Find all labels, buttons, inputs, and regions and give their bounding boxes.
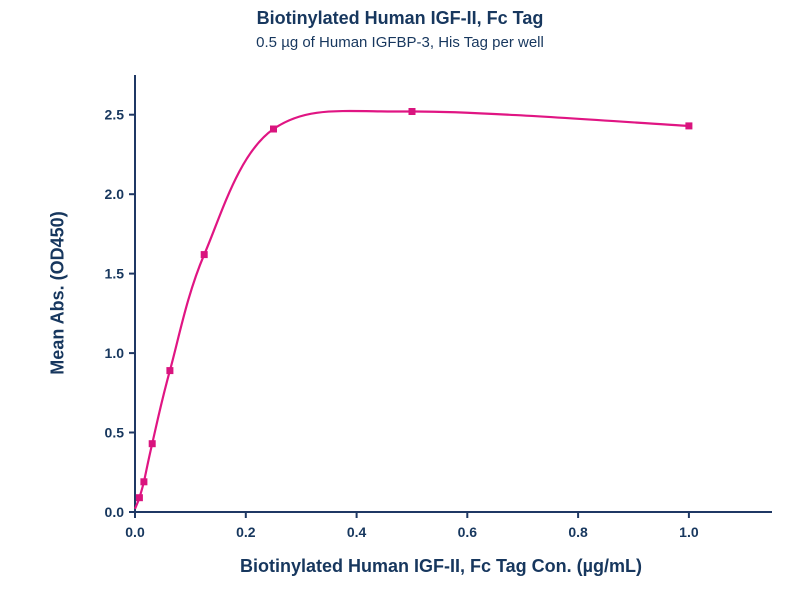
data-point-marker [685, 122, 693, 130]
y-tick-label: 1.0 [105, 345, 125, 361]
data-point-marker [408, 108, 416, 115]
data-point-marker [166, 367, 174, 375]
y-tick-label: 0.0 [105, 504, 125, 520]
data-point-marker [135, 494, 143, 502]
y-tick-label: 0.5 [105, 425, 125, 441]
y-tick-label: 1.5 [105, 266, 125, 282]
data-point-marker [270, 125, 277, 133]
x-tick-label: 0.0 [125, 524, 145, 540]
data-point-marker [140, 478, 148, 486]
x-tick-label: 0.2 [236, 524, 256, 540]
fit-curve [133, 109, 689, 510]
chart-subtitle: 0.5 µg of Human IGFBP-3, His Tag per wel… [256, 34, 544, 51]
data-point-marker [200, 251, 208, 259]
y-tick-label: 2.5 [105, 107, 125, 123]
x-axis-label: Biotinylated Human IGF-II, Fc Tag Con. (… [239, 556, 643, 576]
data-point-marker [148, 440, 156, 448]
x-tick-label: 0.8 [568, 524, 588, 540]
x-tick-label: 0.6 [458, 524, 478, 540]
y-tick-label: 2.0 [105, 186, 125, 202]
chart-title: Biotinylated Human IGF-II, Fc Tag [256, 8, 544, 28]
x-tick-label: 0.4 [347, 524, 367, 540]
x-tick-label: 1.0 [679, 524, 699, 540]
